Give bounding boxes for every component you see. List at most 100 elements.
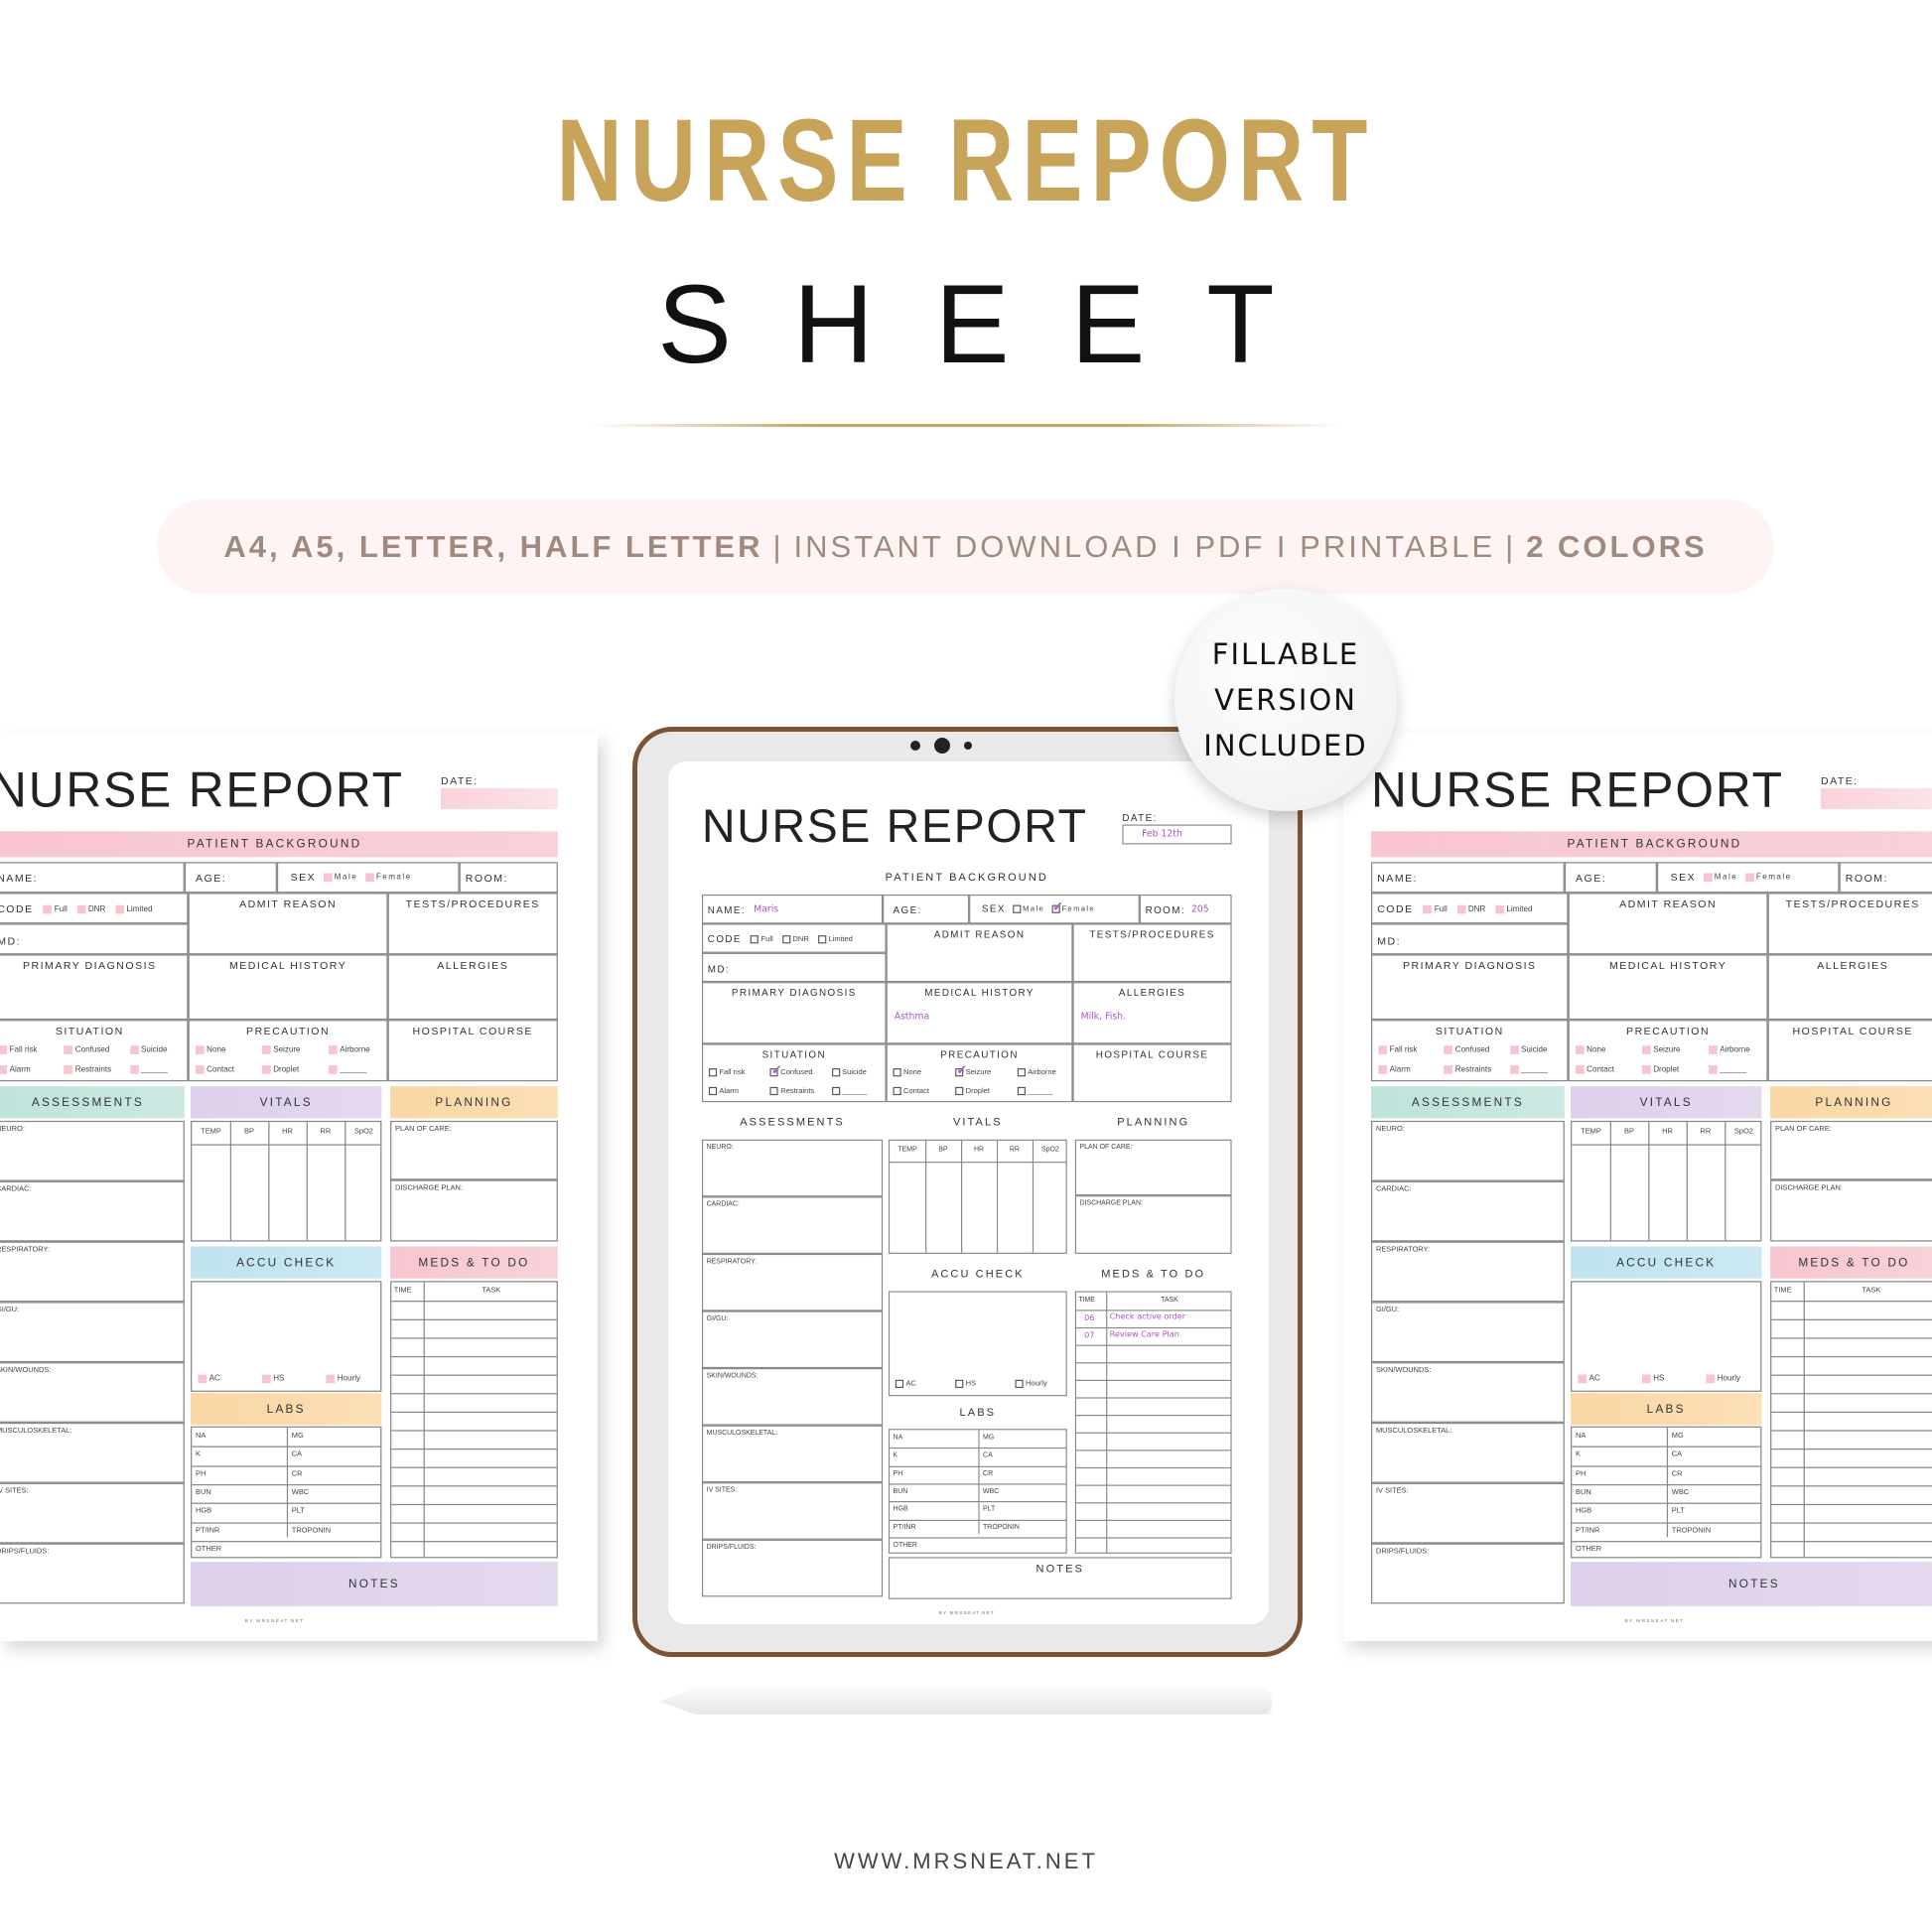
accu-option[interactable]: AC: [1578, 1374, 1600, 1384]
checkbox-icon[interactable]: [1444, 1045, 1453, 1054]
situation-option[interactable]: ______: [831, 1086, 867, 1096]
situation-option[interactable]: Suicide: [129, 1045, 167, 1054]
checkbox-icon[interactable]: [831, 1086, 840, 1096]
checkbox-icon[interactable]: [43, 904, 53, 913]
precaution-option[interactable]: None: [893, 1068, 921, 1077]
checkbox-icon[interactable]: [329, 1065, 338, 1074]
situation-option[interactable]: Suicide: [1509, 1045, 1547, 1054]
checkbox-icon[interactable]: [751, 934, 759, 943]
precaution-option[interactable]: Seizure: [955, 1062, 991, 1077]
precaution-option[interactable]: ______: [329, 1065, 366, 1074]
date-field[interactable]: [440, 787, 558, 809]
situation-option[interactable]: Confused: [64, 1045, 109, 1054]
checkbox-icon[interactable]: [1051, 898, 1064, 913]
checkbox-icon[interactable]: [364, 872, 374, 882]
code-option[interactable]: Full: [751, 934, 773, 943]
checkbox-icon[interactable]: [1378, 1045, 1388, 1054]
precaution-option[interactable]: Contact: [1576, 1065, 1614, 1074]
code-option[interactable]: Limited: [818, 934, 853, 943]
precaution-option[interactable]: Seizure: [262, 1045, 301, 1054]
checkbox-icon[interactable]: [196, 1065, 205, 1074]
checkbox-icon[interactable]: [64, 1045, 73, 1054]
checkbox-icon[interactable]: [769, 1086, 778, 1096]
situation-option[interactable]: ______: [129, 1065, 168, 1074]
checkbox-icon[interactable]: [955, 1086, 964, 1096]
code-option[interactable]: DNR: [76, 904, 105, 913]
checkbox-icon[interactable]: [1642, 1065, 1651, 1074]
precaution-option[interactable]: None: [1576, 1045, 1605, 1054]
checkbox-icon[interactable]: [0, 1065, 8, 1074]
checkbox-icon[interactable]: [262, 1045, 271, 1054]
checkbox-icon[interactable]: [1744, 872, 1754, 882]
precaution-option[interactable]: ______: [1017, 1086, 1052, 1096]
precaution-option[interactable]: None: [196, 1045, 225, 1054]
checkbox-icon[interactable]: [831, 1068, 840, 1077]
code-option[interactable]: Full: [43, 904, 68, 913]
precaution-option[interactable]: Droplet: [1642, 1065, 1679, 1074]
checkbox-icon[interactable]: [329, 1045, 338, 1054]
accu-option[interactable]: Hourly: [1706, 1374, 1740, 1384]
checkbox-icon[interactable]: [955, 1062, 967, 1077]
checkbox-icon[interactable]: [893, 1068, 901, 1077]
checkbox-icon[interactable]: [1456, 904, 1466, 913]
checkbox-icon[interactable]: [1015, 1379, 1024, 1389]
checkbox-icon[interactable]: [1709, 1045, 1718, 1054]
situation-option[interactable]: Fall risk: [708, 1068, 745, 1077]
checkbox-icon[interactable]: [0, 1045, 8, 1054]
checkbox-icon[interactable]: [1509, 1045, 1519, 1054]
precaution-option[interactable]: Contact: [893, 1086, 929, 1096]
checkbox-icon[interactable]: [769, 1062, 782, 1077]
checkbox-icon[interactable]: [1378, 1065, 1388, 1074]
checkbox-icon[interactable]: [1509, 1065, 1519, 1074]
sex-female[interactable]: Female: [1744, 872, 1792, 882]
precaution-option[interactable]: Droplet: [262, 1065, 299, 1074]
checkbox-icon[interactable]: [1709, 1065, 1718, 1074]
checkbox-icon[interactable]: [708, 1068, 718, 1077]
situation-option[interactable]: Confused: [769, 1062, 813, 1077]
checkbox-icon[interactable]: [1576, 1045, 1585, 1054]
situation-option[interactable]: Alarm: [708, 1086, 739, 1096]
checkbox-icon[interactable]: [196, 1045, 205, 1054]
situation-option[interactable]: Alarm: [1378, 1065, 1411, 1074]
situation-option[interactable]: Alarm: [0, 1065, 31, 1074]
precaution-option[interactable]: Contact: [196, 1065, 234, 1074]
situation-option[interactable]: Restraints: [769, 1086, 814, 1096]
precaution-option[interactable]: Airborne: [1017, 1068, 1056, 1077]
code-option[interactable]: DNR: [782, 934, 809, 943]
situation-option[interactable]: Confused: [1444, 1045, 1489, 1054]
sex-female[interactable]: Female: [364, 872, 412, 882]
checkbox-icon[interactable]: [1642, 1045, 1651, 1054]
situation-option[interactable]: Restraints: [64, 1065, 111, 1074]
checkbox-icon[interactable]: [1703, 872, 1713, 882]
code-option[interactable]: Limited: [1495, 904, 1532, 913]
situation-option[interactable]: Restraints: [1444, 1065, 1491, 1074]
sex-male[interactable]: Male: [323, 872, 358, 882]
checkbox-icon[interactable]: [1642, 1374, 1651, 1384]
checkbox-icon[interactable]: [1576, 1065, 1585, 1074]
accu-option[interactable]: HS: [955, 1379, 976, 1389]
accu-option[interactable]: HS: [1642, 1374, 1664, 1384]
date-field[interactable]: [1820, 787, 1932, 809]
checkbox-icon[interactable]: [895, 1379, 903, 1389]
situation-option[interactable]: Fall risk: [0, 1045, 37, 1054]
accu-option[interactable]: HS: [262, 1374, 284, 1384]
accu-option[interactable]: AC: [198, 1374, 220, 1384]
checkbox-icon[interactable]: [115, 904, 124, 913]
checkbox-icon[interactable]: [129, 1065, 139, 1074]
precaution-option[interactable]: Airborne: [1709, 1045, 1750, 1054]
code-option[interactable]: DNR: [1456, 904, 1485, 913]
situation-option[interactable]: ______: [1509, 1065, 1548, 1074]
checkbox-icon[interactable]: [893, 1086, 901, 1096]
accu-option[interactable]: AC: [895, 1379, 916, 1389]
code-option[interactable]: Limited: [115, 904, 152, 913]
website-url[interactable]: WWW.MRSNEAT.NET: [834, 1849, 1098, 1873]
situation-option[interactable]: Fall risk: [1378, 1045, 1417, 1054]
sex-male[interactable]: Male: [1012, 903, 1044, 913]
date-field[interactable]: Feb 12th: [1122, 824, 1232, 845]
precaution-option[interactable]: Airborne: [329, 1045, 370, 1054]
precaution-option[interactable]: Seizure: [1642, 1045, 1681, 1054]
checkbox-icon[interactable]: [1423, 904, 1433, 913]
checkbox-icon[interactable]: [1444, 1065, 1453, 1074]
checkbox-icon[interactable]: [1012, 903, 1021, 913]
checkbox-icon[interactable]: [76, 904, 86, 913]
